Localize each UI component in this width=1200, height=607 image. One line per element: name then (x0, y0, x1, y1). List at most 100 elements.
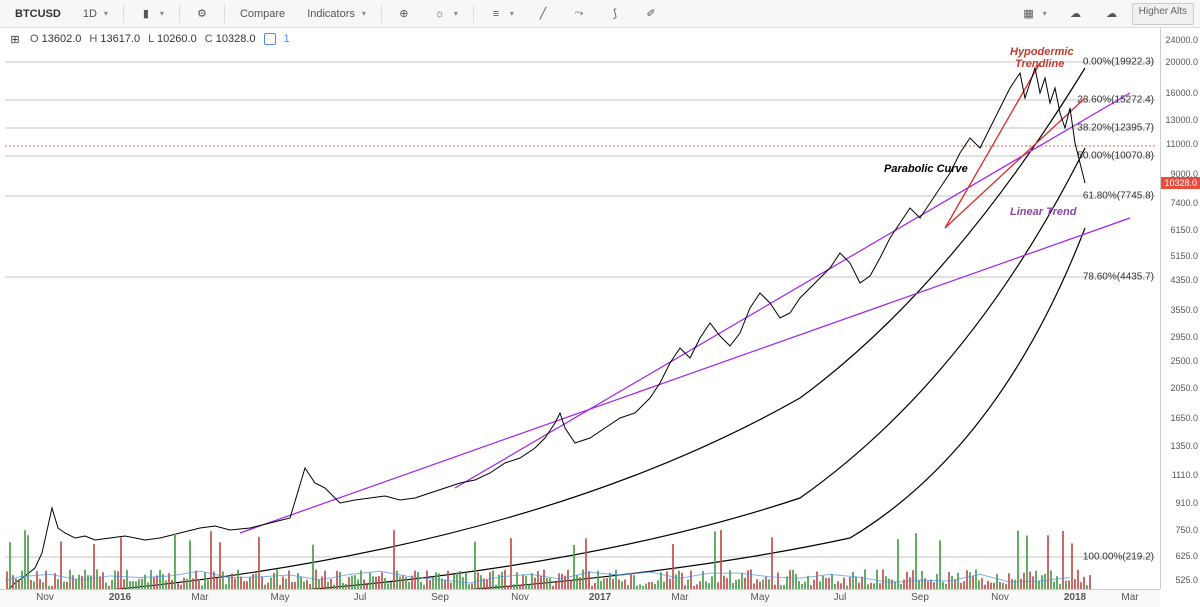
chart-annotation: Trendline (1015, 58, 1064, 70)
separator (473, 5, 474, 23)
compare-button[interactable]: Compare (231, 3, 294, 25)
x-tick: May (751, 592, 770, 603)
trendline-icon: ╱ (536, 7, 550, 21)
ohlc-bar: ⊞ O 13602.0 H 13617.0 L 10260.0 C 10328.… (8, 32, 290, 46)
x-tick: May (271, 592, 290, 603)
x-tick: Jul (834, 592, 847, 603)
separator (179, 5, 180, 23)
higher-alts-button[interactable]: Higher Alts (1132, 3, 1194, 25)
fib-label: 78.60%(4435.7) (1083, 272, 1154, 283)
compare-label: Compare (240, 8, 285, 20)
grid-icon: ▦ (1022, 7, 1036, 21)
y-tick: 1350.0 (1170, 441, 1198, 451)
chart-area[interactable]: 0.00%(19922.3) 23.60%(15272.4) 38.20%(1239… (0, 28, 1160, 589)
x-tick: Sep (431, 592, 449, 603)
x-tick: Mar (191, 592, 208, 603)
cloud-up-icon: ☁ (1105, 7, 1119, 21)
y-tick: 5150.0 (1170, 251, 1198, 261)
fib-label: 100.00%(219.2) (1083, 552, 1154, 563)
candle-style-button[interactable]: ▮ (130, 3, 173, 25)
separator (381, 5, 382, 23)
interval-button[interactable]: 1D (74, 3, 117, 25)
y-tick: 24000.0 (1165, 35, 1198, 45)
l-label: L (148, 33, 154, 45)
x-tick: Nov (36, 592, 54, 603)
y-tick: 910.0 (1175, 498, 1198, 508)
x-axis: Nov 2016 Mar May Jul Sep Nov 2017 Mar May Jul Sep No… (0, 589, 1160, 607)
brush-icon: ✐ (644, 7, 658, 21)
y-tick: 11000.0 (1166, 139, 1198, 149)
y-tick: 7400.0 (1170, 198, 1198, 208)
alert-count: 1 (284, 33, 290, 45)
x-tick: 2016 (109, 592, 131, 603)
fib-label: 61.80%(7745.8) (1083, 191, 1154, 202)
y-tick: 1650.0 (1170, 413, 1198, 423)
price-tag: 10328.0 (1161, 177, 1200, 189)
layout-button[interactable]: ▦ (1013, 3, 1056, 25)
symbol-text: BTCUSD (15, 8, 61, 20)
trendline-tool[interactable]: ╱ (527, 3, 559, 25)
x-tick: Nov (991, 592, 1009, 603)
candle-icon: ▮ (139, 7, 153, 21)
symbol-button[interactable]: BTCUSD (6, 3, 70, 25)
path-tool[interactable]: ⤳ (563, 3, 595, 25)
x-tick: 2018 (1064, 592, 1086, 603)
h-label: H (89, 33, 97, 45)
alert-badge[interactable] (264, 33, 276, 45)
lines-icon: ≡ (489, 7, 503, 21)
cloud-save-button[interactable]: ☁ (1096, 3, 1128, 25)
separator (123, 5, 124, 23)
fib-label: 0.00%(19922.3) (1083, 57, 1154, 68)
y-axis: 24000.020000.016000.013000.011000.09000.… (1160, 28, 1200, 589)
separator (224, 5, 225, 23)
cloud-load-button[interactable]: ☁ (1060, 3, 1092, 25)
h-value: 13617.0 (100, 33, 140, 45)
y-tick: 3550.0 (1170, 305, 1198, 315)
x-tick: Jul (354, 592, 367, 603)
x-tick: 2017 (589, 592, 611, 603)
chart-annotation: Linear Trend (1010, 206, 1076, 218)
o-label: O (30, 33, 39, 45)
y-tick: 16000.0 (1165, 88, 1198, 98)
y-tick: 2050.0 (1170, 383, 1198, 393)
y-tick: 750.0 (1175, 525, 1198, 535)
o-value: 13602.0 (42, 33, 82, 45)
y-tick: 13000.0 (1165, 115, 1198, 125)
y-tick: 2500.0 (1170, 356, 1198, 366)
x-tick: Mar (671, 592, 688, 603)
fib-label: 50.00%(10070.8) (1077, 151, 1154, 162)
l-value: 10260.0 (157, 33, 197, 45)
cloud-down-icon: ☁ (1069, 7, 1083, 21)
chart-svg (0, 28, 1160, 589)
c-value: 10328.0 (216, 33, 256, 45)
x-tick: Sep (911, 592, 929, 603)
indicators-button[interactable]: Indicators (298, 3, 375, 25)
y-tick: 625.0 (1175, 551, 1198, 561)
x-tick: Nov (511, 592, 529, 603)
higher-alts-label: Higher Alts (1139, 6, 1187, 17)
y-tick: 6150.0 (1170, 225, 1198, 235)
y-tick: 2950.0 (1170, 332, 1198, 342)
brush-tool[interactable]: ✐ (635, 3, 667, 25)
theme-button[interactable]: ☼ (424, 3, 467, 25)
y-tick: 4350.0 (1170, 275, 1198, 285)
settings-button[interactable]: ⚙ (186, 3, 218, 25)
x-tick: Mar (1121, 592, 1138, 603)
y-tick: 20000.0 (1165, 57, 1198, 67)
toolbar: BTCUSD 1D ▮ ⚙ Compare Indicators ⊕ ☼ ≡ ╱… (0, 0, 1200, 28)
expand-icon[interactable]: ⊞ (8, 32, 22, 46)
fib-label: 38.20%(12395.7) (1077, 123, 1154, 134)
curve-icon: ⟆ (608, 7, 622, 21)
right-toolbar: ▦ ☁ ☁ Higher Alts (1013, 3, 1194, 25)
alert-button[interactable]: ⊕ (388, 3, 420, 25)
lines-tool[interactable]: ≡ (480, 3, 523, 25)
indicators-label: Indicators (307, 8, 355, 20)
c-label: C (205, 33, 213, 45)
path-icon: ⤳ (572, 7, 586, 21)
interval-text: 1D (83, 8, 97, 20)
chart-annotation: Hypodermic (1010, 46, 1074, 58)
fib-label: 23.60%(15272.4) (1077, 95, 1154, 106)
chart-annotation: Parabolic Curve (884, 163, 968, 175)
sun-icon: ☼ (433, 7, 447, 21)
curve-tool[interactable]: ⟆ (599, 3, 631, 25)
